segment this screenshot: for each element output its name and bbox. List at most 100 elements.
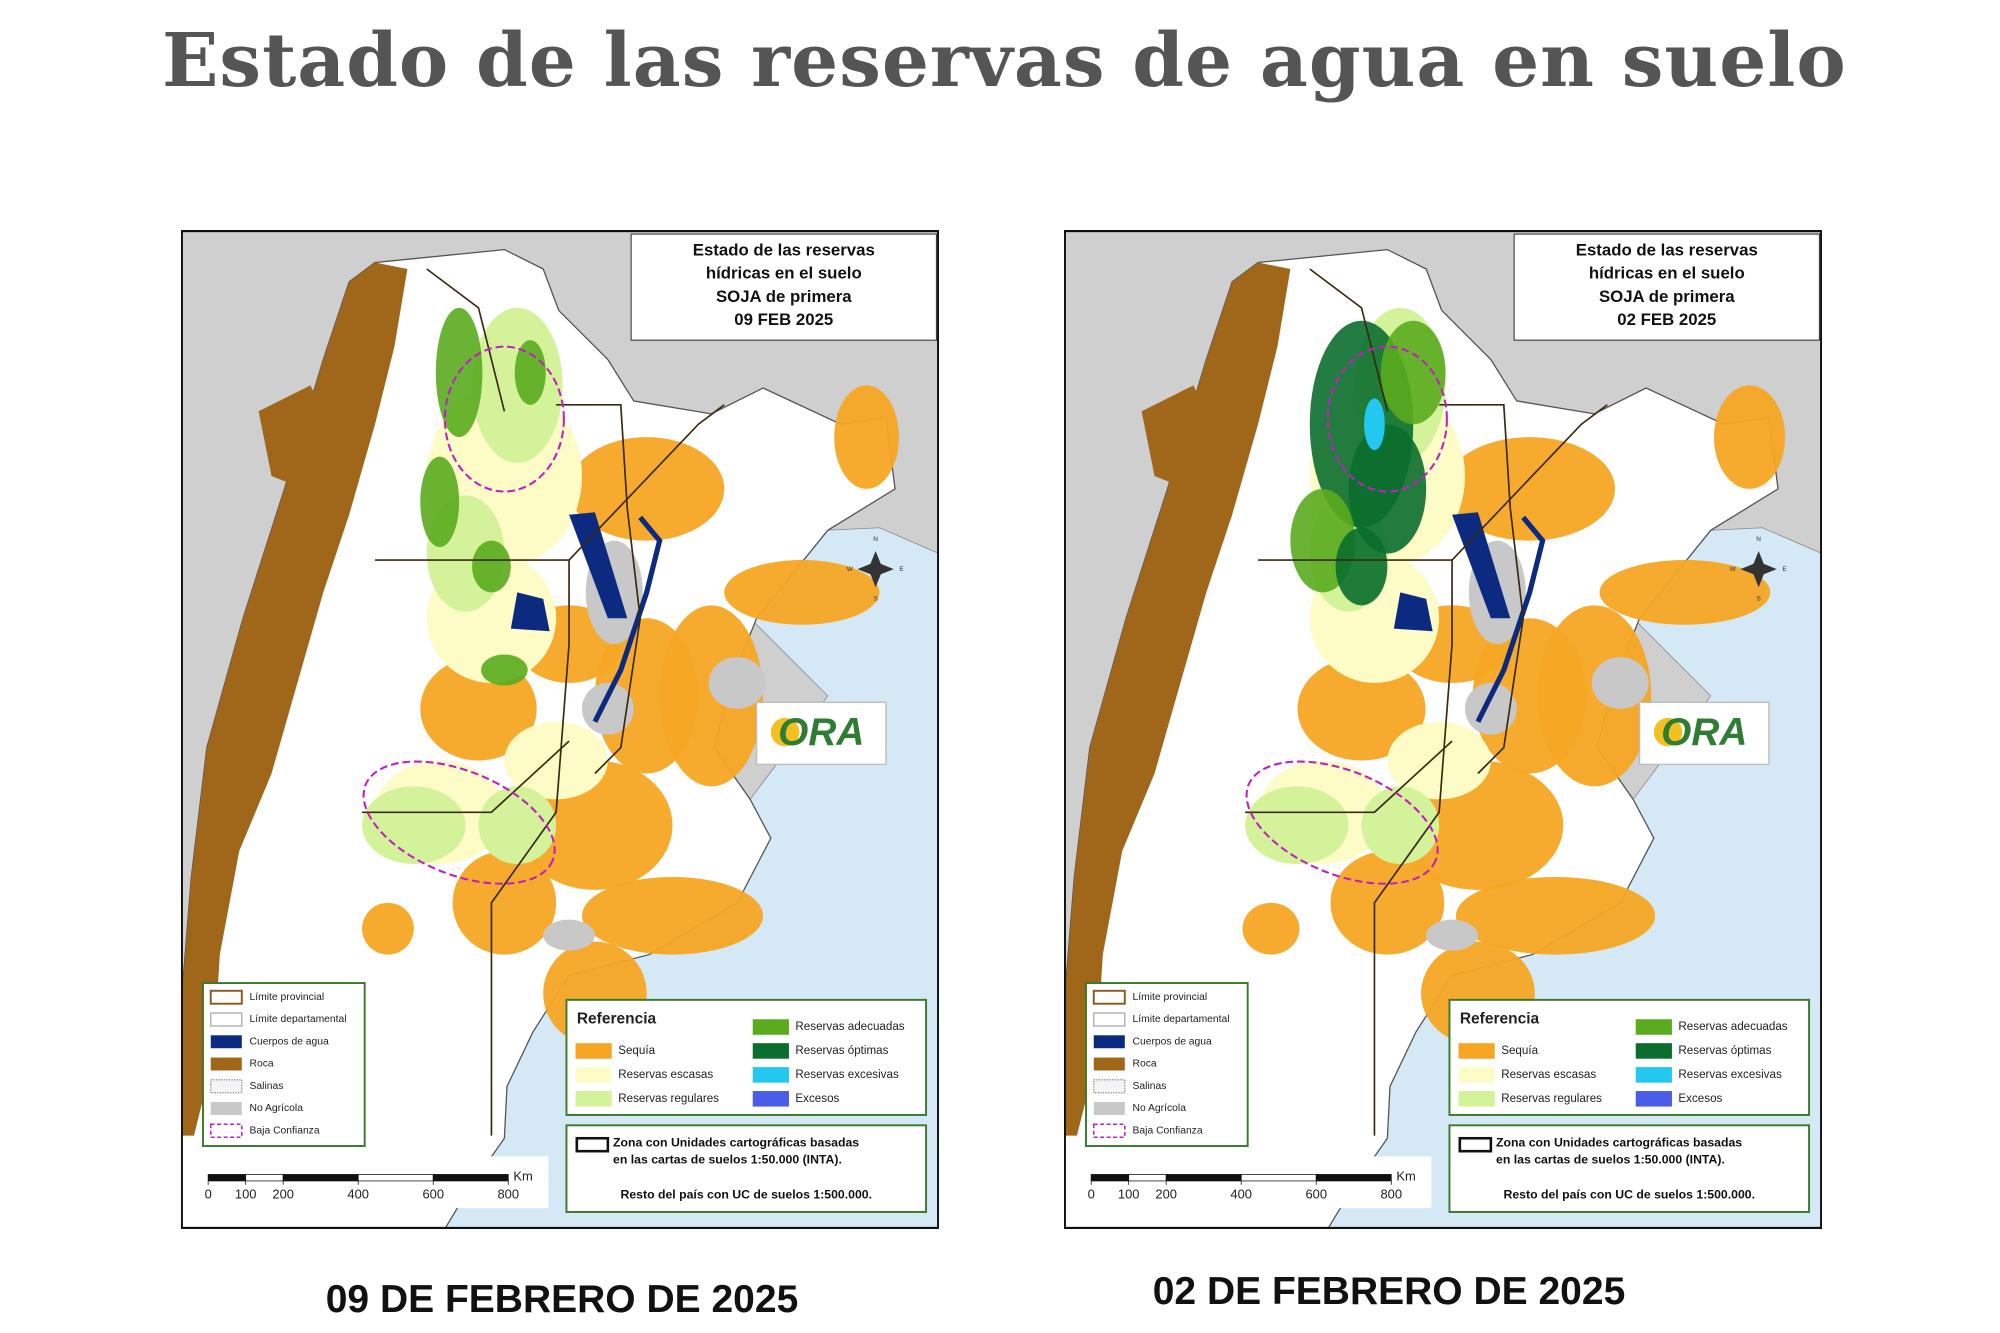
compass-label: S <box>873 596 878 603</box>
compass-label: N <box>1756 536 1761 543</box>
reference-swatch <box>752 1019 789 1035</box>
info-text: Estado de las reservas <box>693 240 875 259</box>
drought-area <box>362 902 414 955</box>
info-box <box>1513 233 1820 341</box>
compass-label: E <box>899 566 904 573</box>
legend-label: No Agrícola <box>1133 1103 1187 1114</box>
zone-text: en las cartas de suelos 1:50.000 (INTA). <box>613 1152 842 1166</box>
provincial-limit <box>426 268 506 412</box>
legend-swatch <box>1093 1079 1126 1094</box>
compass: N S W E <box>1730 536 1788 603</box>
regular-area <box>478 786 557 865</box>
provincial-limit <box>1309 268 1389 412</box>
info-text: hídricas en el suelo <box>1589 264 1745 283</box>
drought-area <box>569 437 725 541</box>
drought-area <box>1330 851 1445 955</box>
reserve-area <box>420 456 460 548</box>
legend-label: Baja Confianza <box>1133 1125 1203 1136</box>
info-text: SOJA de primera <box>1599 287 1735 306</box>
scale-segment <box>357 1174 434 1182</box>
legend-label: Salinas <box>250 1081 284 1092</box>
reference-label: Excesos <box>795 1092 839 1105</box>
legend-swatch <box>210 1012 243 1027</box>
rock-area <box>1141 385 1220 489</box>
drought-area <box>659 605 764 787</box>
provincial-limit <box>375 559 570 1136</box>
drought-area <box>1713 385 1786 489</box>
non-agricultural-area <box>1591 657 1649 709</box>
river <box>592 515 663 723</box>
legend-label: Límite departamental <box>250 1014 347 1025</box>
low-confidence-zone <box>1326 345 1448 493</box>
low-confidence-zone <box>362 760 556 885</box>
reference-swatch <box>752 1043 789 1059</box>
zone-text: Zona con Unidades cartográficas basadas <box>613 1136 859 1150</box>
info-text: SOJA de primera <box>716 287 852 306</box>
legend-swatch <box>210 1035 242 1049</box>
drought-area <box>1537 605 1652 787</box>
compass-rose <box>1740 550 1777 588</box>
low-confidence-zone <box>443 345 565 493</box>
regular-area <box>1245 786 1349 865</box>
scale-label: 600 <box>1305 1187 1327 1202</box>
non-agricultural-area <box>543 919 595 951</box>
scale-box <box>199 1156 549 1209</box>
compass-label: W <box>1730 566 1737 573</box>
regular-area <box>362 786 466 865</box>
drought-area <box>452 851 557 955</box>
non-agricultural-area <box>1426 919 1478 951</box>
water-body <box>1452 512 1511 619</box>
scale-segment <box>1165 1174 1242 1182</box>
map-frame <box>1064 230 1822 1229</box>
scarce-area <box>1387 721 1491 800</box>
scale-label: 0 <box>205 1187 212 1202</box>
scale-unit: Km <box>1396 1168 1415 1183</box>
scale-unit: Km <box>513 1168 532 1183</box>
river <box>1475 515 1546 723</box>
scale-segment <box>432 1174 509 1182</box>
low-confidence-zone <box>1245 760 1439 885</box>
zone-text: en las cartas de suelos 1:50.000 (INTA). <box>1496 1152 1725 1166</box>
reference-swatch <box>1635 1043 1672 1059</box>
legend-label: Cuerpos de agua <box>250 1036 329 1047</box>
scale-segment <box>1315 1174 1392 1182</box>
scale-label: 400 <box>347 1187 369 1202</box>
legend-label: Límite provincial <box>1133 992 1208 1003</box>
reserve-area <box>1348 424 1427 554</box>
water-body <box>1393 592 1433 632</box>
scale-segment <box>282 1174 359 1182</box>
map-caption: 02 DE FEBRERO DE 2025 <box>1152 1270 1626 1313</box>
drought-area <box>724 560 880 625</box>
rock-area <box>1064 262 1291 1136</box>
provincial-limit <box>362 740 570 814</box>
reference-label: Reservas excesivas <box>795 1068 899 1081</box>
drought-area <box>1455 876 1656 955</box>
scale-label: 800 <box>497 1187 519 1202</box>
scale-label: 200 <box>1155 1187 1177 1202</box>
reference-label: Reservas regulares <box>618 1092 719 1105</box>
scale-label: 100 <box>235 1187 257 1202</box>
reserve-area <box>1380 320 1446 425</box>
compass-label: S <box>1756 596 1761 603</box>
reference-box <box>1448 998 1811 1116</box>
legend-label: No Agrícola <box>250 1103 304 1114</box>
legend-swatch <box>1093 1012 1126 1027</box>
water-body <box>510 592 550 632</box>
drought-area <box>1242 902 1300 955</box>
reference-box <box>565 998 928 1116</box>
zone-box <box>565 1124 928 1213</box>
drought-area <box>834 385 899 489</box>
scale-label: 600 <box>422 1187 444 1202</box>
map: Estado de las reservas hídricas en el sue… <box>181 230 939 1229</box>
compass: N S W E <box>847 536 905 603</box>
reference-swatch <box>1458 1043 1495 1059</box>
page-title: Estado de las reservas de agua en suelo <box>162 18 1847 104</box>
reference-label: Reservas óptimas <box>795 1044 888 1057</box>
reference-swatch <box>575 1043 612 1059</box>
reference-swatch <box>1635 1067 1672 1083</box>
map: Estado de las reservas hídricas en el sue… <box>1064 230 1822 1229</box>
legend-label: Salinas <box>1133 1081 1167 1092</box>
provincial-limit <box>1258 559 1453 1136</box>
compass-label: E <box>1782 566 1787 573</box>
reference-label: Reservas adecuadas <box>795 1020 904 1033</box>
